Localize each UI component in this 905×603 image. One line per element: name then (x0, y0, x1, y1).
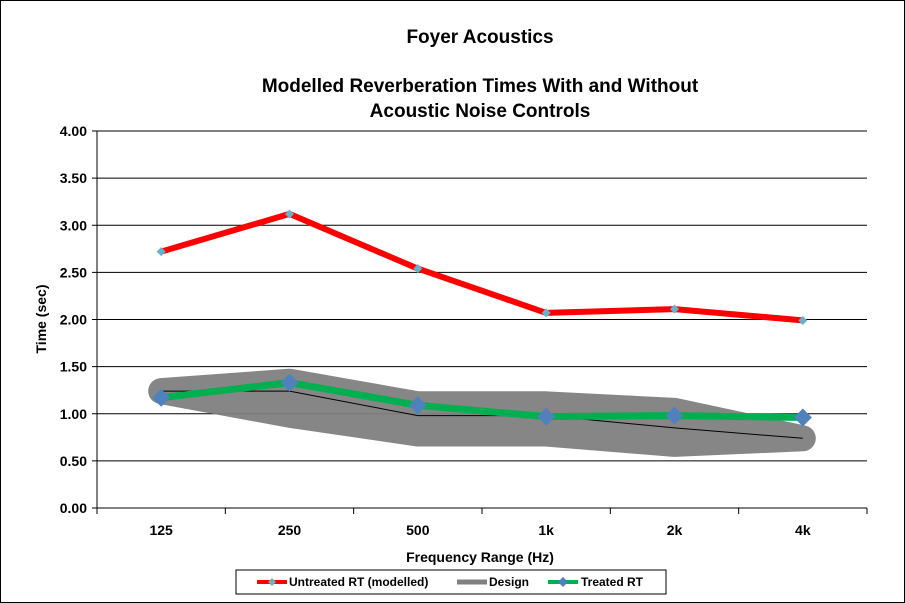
y-tick-label: 2.50 (60, 264, 87, 280)
y-tick-label: 4.00 (60, 123, 87, 139)
legend-box (235, 569, 667, 595)
x-tick-label: 250 (278, 522, 302, 538)
untreated-rt-line (160, 210, 804, 324)
treated-rt-point (152, 388, 171, 407)
treated-rt-point (537, 407, 556, 426)
design-centre-line (161, 390, 803, 439)
y-tick-label: 1.00 (60, 406, 87, 422)
y-tick-label: 1.50 (60, 359, 87, 375)
legend-label-treated: Treated RT (581, 575, 644, 589)
x-tick-label: 500 (406, 522, 430, 538)
plot-area: 0.00 0.50 1.00 1.50 2.00 2.50 3.00 3.50 4.00 125 2… (60, 123, 868, 538)
untreated-rt-point (798, 315, 808, 325)
chart-subtitle-line-1: Modelled Reverberation Times With and Wi… (262, 76, 699, 97)
x-tick-label: 4k (795, 522, 811, 538)
legend-label-untreated: Untreated RT (modelled) (289, 575, 428, 589)
x-tick-label: 1k (538, 522, 554, 538)
untreated-rt-point (413, 264, 423, 274)
y-tick-label: 3.50 (60, 170, 87, 186)
x-tick-label: 125 (149, 522, 173, 538)
y-tick-label: 3.00 (60, 217, 87, 233)
untreated-rt-point (670, 304, 679, 314)
legend: Untreated RT (modelled) Design Treated R… (235, 569, 667, 595)
y-tick-label: 2.00 (60, 312, 87, 328)
chart-title: Foyer Acoustics (406, 27, 553, 48)
x-axis-title: Frequency Range (Hz) (406, 549, 554, 565)
treated-rt-point (280, 373, 299, 392)
legend-label-design: Design (489, 575, 529, 589)
y-tick-label: 0.50 (60, 453, 87, 469)
chart-subtitle-line-2: Acoustic Noise Controls (370, 101, 591, 122)
treated-rt-point (665, 406, 684, 425)
untreated-rt-point (285, 209, 294, 219)
untreated-rt-point (156, 247, 166, 257)
treated-rt-point (408, 396, 427, 415)
x-tick-label: 2k (667, 522, 683, 538)
y-tick-label: 0.00 (60, 500, 87, 516)
treated-rt-line (160, 379, 803, 421)
legend-marker-untreated (268, 578, 276, 586)
untreated-rt-point (541, 308, 551, 318)
legend-marker-treated (558, 577, 568, 587)
treated-rt-point (793, 408, 812, 427)
y-axis-title: Time (sec) (33, 285, 49, 354)
